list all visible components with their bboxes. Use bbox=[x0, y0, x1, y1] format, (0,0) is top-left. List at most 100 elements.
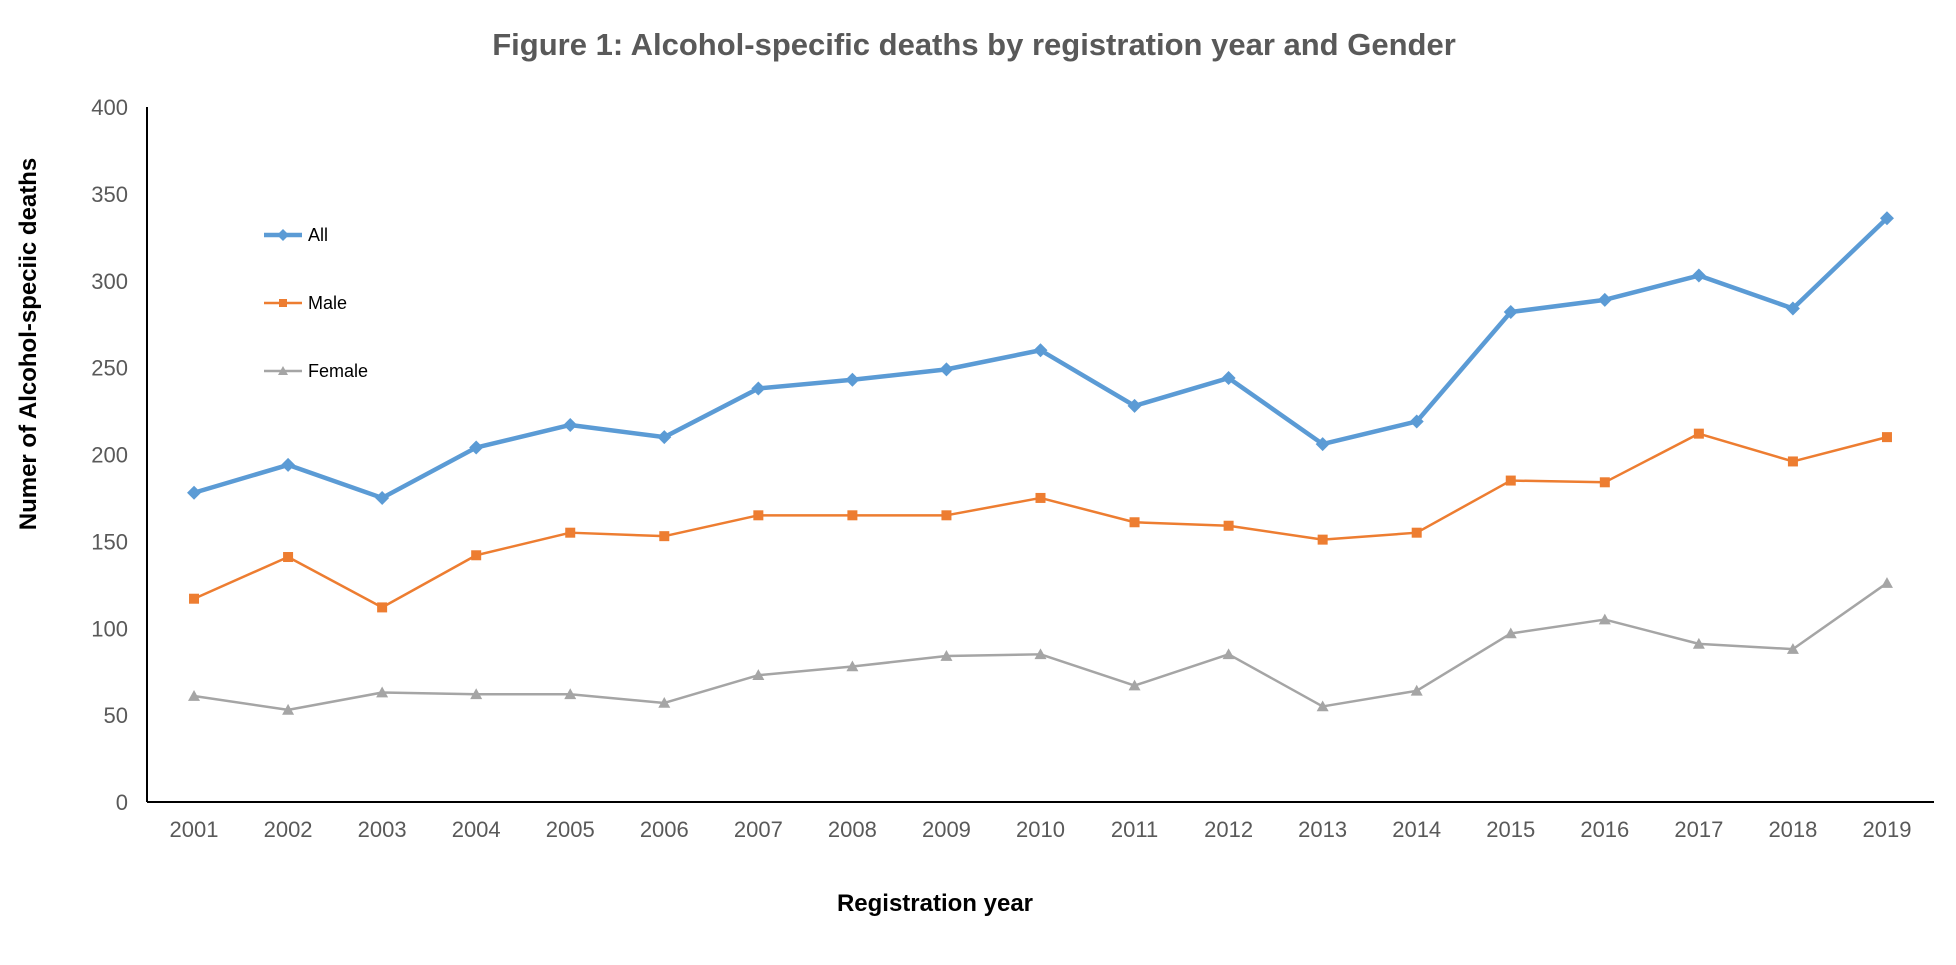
legend-label: Male bbox=[308, 293, 347, 313]
data-point-all bbox=[563, 417, 578, 432]
data-point-female bbox=[658, 696, 671, 708]
x-tick-label: 2005 bbox=[546, 817, 595, 842]
x-tick-label: 2004 bbox=[452, 817, 501, 842]
legend-label: Female bbox=[308, 361, 368, 381]
data-point-male bbox=[1881, 432, 1892, 443]
data-point-all bbox=[187, 485, 202, 500]
legend-item-female: Female bbox=[264, 361, 368, 381]
data-point-female bbox=[1692, 637, 1705, 649]
legend-marker bbox=[277, 229, 289, 241]
data-point-all bbox=[1221, 371, 1236, 386]
legend-item-all: All bbox=[264, 225, 328, 245]
y-tick-label: 0 bbox=[116, 790, 128, 815]
data-point-male bbox=[1599, 477, 1610, 488]
data-point-male bbox=[1693, 428, 1704, 439]
data-point-female bbox=[564, 688, 577, 700]
legend-marker bbox=[279, 299, 287, 307]
y-tick-label: 200 bbox=[91, 443, 128, 468]
data-point-all bbox=[657, 430, 672, 445]
data-point-female bbox=[752, 669, 765, 680]
data-point-male bbox=[1505, 475, 1516, 486]
legend-label: All bbox=[308, 225, 328, 245]
data-point-female bbox=[940, 650, 953, 661]
data-point-male bbox=[189, 593, 200, 604]
x-tick-label: 2009 bbox=[922, 817, 971, 842]
y-tick-label: 50 bbox=[104, 703, 128, 728]
data-point-all bbox=[1033, 343, 1048, 358]
y-tick-label: 100 bbox=[91, 616, 128, 641]
x-tick-label: 2012 bbox=[1204, 817, 1253, 842]
data-point-male bbox=[1787, 456, 1798, 467]
data-point-female bbox=[188, 690, 201, 701]
data-point-male bbox=[847, 510, 858, 521]
x-tick-label: 2013 bbox=[1298, 817, 1347, 842]
data-point-all bbox=[751, 381, 766, 396]
series-line-all bbox=[193, 216, 1889, 501]
x-tick-label: 2008 bbox=[828, 817, 877, 842]
x-tick-label: 2011 bbox=[1111, 817, 1158, 842]
x-axis-title: Registration year bbox=[837, 890, 1033, 917]
data-point-male bbox=[1035, 492, 1046, 503]
data-point-male bbox=[471, 550, 482, 561]
x-tick-label: 2007 bbox=[734, 817, 783, 842]
data-point-all bbox=[375, 490, 390, 505]
data-point-all bbox=[939, 362, 954, 377]
x-tick-label: 2019 bbox=[1862, 817, 1911, 842]
x-axis-ticks: 2001 2002 2003 2004 2005 2006 2007 2008 2009 2010… bbox=[170, 817, 1912, 842]
data-point-all bbox=[1597, 292, 1612, 307]
y-tick-label: 250 bbox=[91, 356, 128, 381]
data-point-female bbox=[470, 688, 483, 700]
data-point-male bbox=[941, 510, 952, 521]
data-point-all bbox=[1127, 398, 1142, 413]
data-point-male bbox=[565, 527, 576, 538]
data-point-all bbox=[1691, 268, 1706, 283]
data-point-all bbox=[845, 372, 860, 387]
data-point-female bbox=[1504, 627, 1517, 639]
x-tick-label: 2010 bbox=[1016, 817, 1065, 842]
data-point-all bbox=[1785, 301, 1800, 316]
legend: All Male Female bbox=[264, 225, 368, 381]
series-male bbox=[189, 428, 1892, 613]
data-point-all bbox=[281, 457, 296, 472]
y-tick-label: 300 bbox=[91, 269, 128, 294]
y-tick-label: 400 bbox=[91, 95, 128, 120]
x-tick-label: 2016 bbox=[1580, 817, 1629, 842]
data-point-female bbox=[1598, 613, 1611, 625]
legend-marker bbox=[278, 366, 288, 375]
data-point-male bbox=[753, 510, 764, 521]
x-tick-label: 2003 bbox=[358, 817, 407, 842]
data-point-all bbox=[1315, 437, 1330, 452]
data-point-female bbox=[1880, 577, 1893, 588]
data-point-female bbox=[282, 703, 295, 715]
data-point-female bbox=[1222, 648, 1235, 660]
x-tick-label: 2017 bbox=[1674, 817, 1723, 842]
series-all bbox=[187, 211, 1894, 505]
data-point-female bbox=[1128, 679, 1141, 691]
data-point-male bbox=[1223, 520, 1234, 531]
data-point-male bbox=[1317, 534, 1328, 545]
x-tick-label: 2001 bbox=[170, 817, 219, 842]
chart-title: Figure 1: Alcohol-specific deaths by reg… bbox=[492, 27, 1456, 62]
data-point-female bbox=[1410, 684, 1423, 696]
data-point-all bbox=[1503, 305, 1518, 320]
y-axis-title: Numer of Alcohol-speciic deaths bbox=[15, 158, 42, 531]
y-tick-label: 150 bbox=[91, 529, 128, 554]
data-point-male bbox=[659, 531, 670, 542]
data-point-female bbox=[1034, 648, 1047, 660]
data-point-male bbox=[1129, 517, 1140, 528]
y-axis-ticks: 0 50 100 150 200 250 300 350 400 bbox=[91, 95, 128, 815]
data-point-female bbox=[846, 660, 859, 672]
axes bbox=[146, 107, 1934, 803]
data-point-all bbox=[1409, 414, 1424, 429]
y-tick-label: 350 bbox=[91, 182, 128, 207]
x-tick-label: 2002 bbox=[264, 817, 313, 842]
series-female bbox=[188, 577, 1893, 715]
x-tick-label: 2014 bbox=[1392, 817, 1441, 842]
series-layer bbox=[187, 211, 1894, 715]
data-point-female bbox=[1786, 643, 1799, 654]
series-line-female bbox=[193, 582, 1888, 712]
x-tick-label: 2006 bbox=[640, 817, 689, 842]
series-line-male bbox=[193, 432, 1888, 609]
x-tick-label: 2018 bbox=[1768, 817, 1817, 842]
